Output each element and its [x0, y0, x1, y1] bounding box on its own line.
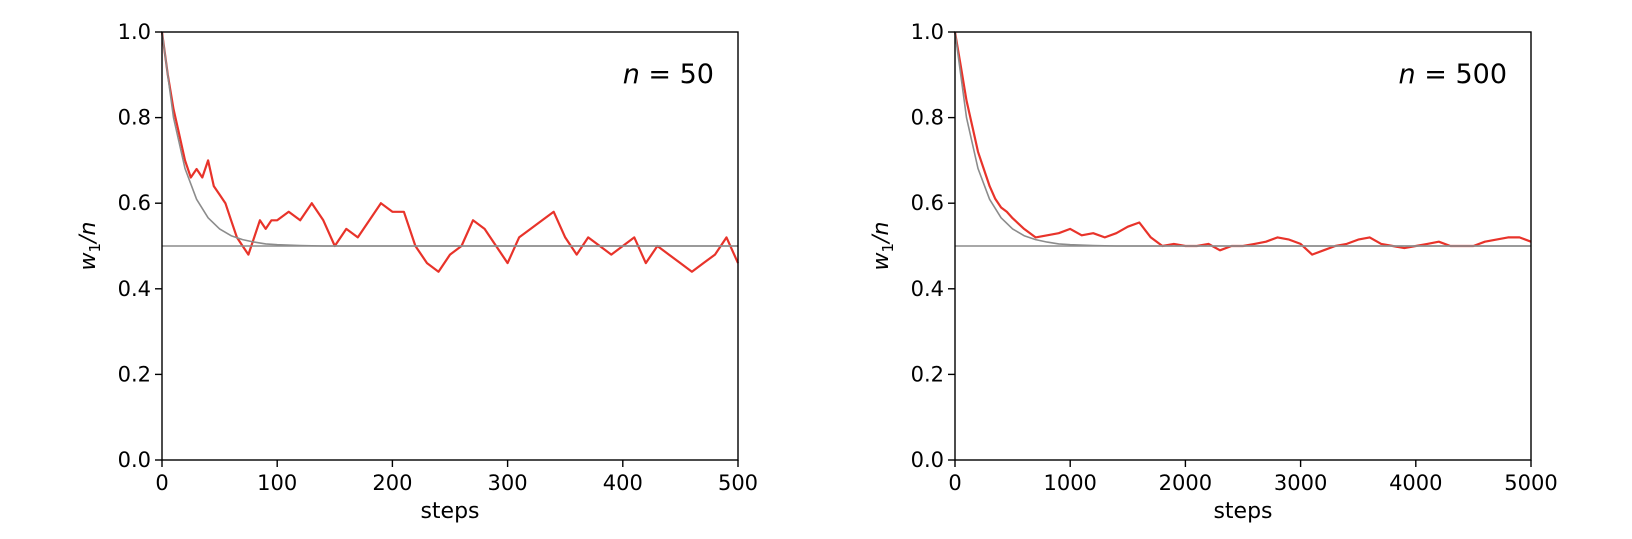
- panel-annotation: n = 50: [623, 59, 714, 90]
- y-tick-label: 1.0: [118, 20, 151, 44]
- y-axis-label-subscript: 1: [879, 243, 897, 253]
- y-tick-label: 0.0: [118, 448, 151, 472]
- x-tick-label: 400: [603, 471, 643, 495]
- y-axis-label-subscript: 1: [86, 243, 104, 253]
- x-tick-label: 4000: [1389, 471, 1442, 495]
- x-tick-label: 2000: [1159, 471, 1212, 495]
- x-tick-label: 5000: [1504, 471, 1557, 495]
- x-tick-label: 1000: [1043, 471, 1096, 495]
- x-axis-label: steps: [1213, 499, 1272, 524]
- y-axis-label-var: w: [76, 251, 101, 270]
- y-axis-label-rest: /n: [76, 222, 101, 245]
- x-tick-label: 3000: [1274, 471, 1327, 495]
- y-axis-label-rest: /n: [869, 222, 894, 245]
- y-tick-label: 0.0: [911, 448, 944, 472]
- y-tick-label: 0.4: [118, 277, 151, 301]
- y-axis-label-var: w: [869, 251, 894, 270]
- y-tick-label: 0.6: [118, 191, 151, 215]
- y-tick-label: 1.0: [911, 20, 944, 44]
- x-tick-label: 200: [372, 471, 412, 495]
- simulation-series-line: [953, 31, 1532, 256]
- annotation-value: = 50: [640, 59, 714, 90]
- x-tick-label: 100: [257, 471, 297, 495]
- axes-frame: [954, 31, 1532, 461]
- x-tick-label: 300: [488, 471, 528, 495]
- y-tick-label: 0.6: [911, 191, 944, 215]
- y-axis-label: w1/n: [869, 222, 897, 271]
- x-tick-label: 0: [948, 471, 961, 495]
- annotation-variable: n: [623, 59, 640, 90]
- axes-frame: [161, 31, 739, 461]
- annotation-variable: n: [1399, 59, 1416, 90]
- y-tick-label: 0.4: [911, 277, 944, 301]
- x-tick-label: 500: [718, 471, 758, 495]
- y-tick-label: 0.8: [911, 106, 944, 130]
- y-tick-label: 0.2: [118, 362, 151, 386]
- x-tick-label: 0: [155, 471, 168, 495]
- y-axis-label: w1/n: [76, 222, 104, 271]
- chart-panel-n50: 0 100 200 300 400 500 0.0 0.2 0.4 0.6 0.8 1.0 steps w…: [76, 20, 758, 524]
- y-tick-label: 0.2: [911, 362, 944, 386]
- x-axis-label: steps: [420, 499, 479, 524]
- panel-annotation: n = 500: [1399, 59, 1507, 90]
- y-tick-label: 0.8: [118, 106, 151, 130]
- chart-panel-n500: 0 1000 2000 3000 4000 5000 0.0 0.2 0.4 0.6 0.8 1.0 s…: [869, 20, 1558, 524]
- annotation-value: = 500: [1416, 59, 1507, 90]
